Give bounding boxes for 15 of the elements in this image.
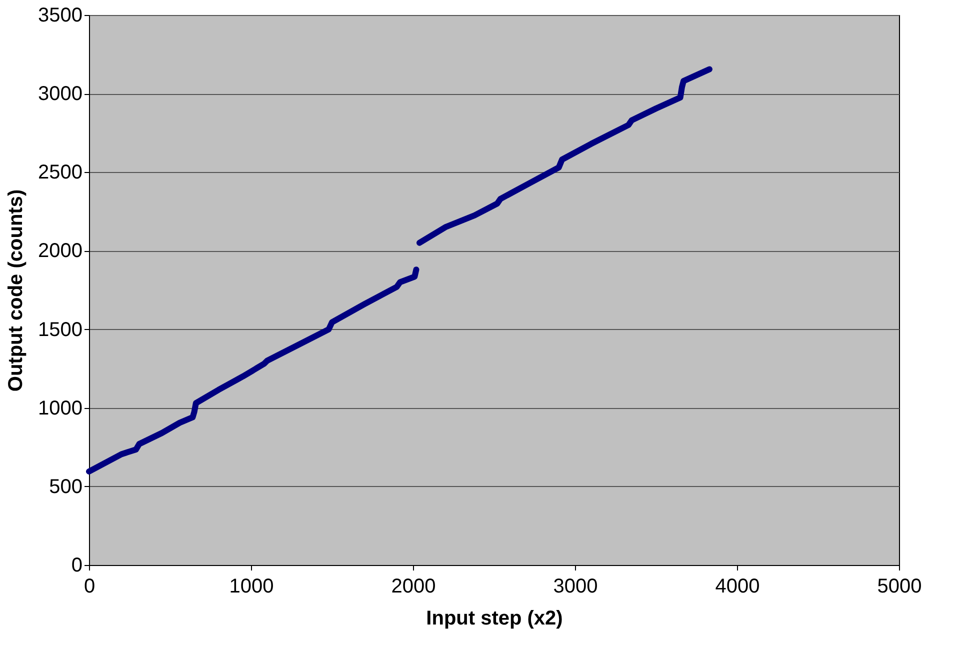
x-tick-label: 2000 <box>391 576 436 598</box>
y-tick-label: 0 <box>71 554 82 576</box>
x-axis-title: Input step (x2) <box>426 608 563 630</box>
x-tick-label: 1000 <box>229 576 274 598</box>
y-tick-label: 500 <box>49 476 82 498</box>
y-tick-label: 2500 <box>38 162 82 184</box>
y-axis-title: Output code (counts) <box>5 189 28 392</box>
x-tick-label: 3000 <box>553 576 598 598</box>
x-tick-label: 4000 <box>715 576 760 598</box>
y-tick-label: 3000 <box>38 83 82 106</box>
y-tick-label: 3500 <box>38 4 82 26</box>
x-tick-label: 5000 <box>877 576 922 598</box>
y-tick-label: 1500 <box>38 318 82 341</box>
y-tick-label: 1000 <box>38 397 82 420</box>
y-tick-label: 2000 <box>38 240 82 262</box>
